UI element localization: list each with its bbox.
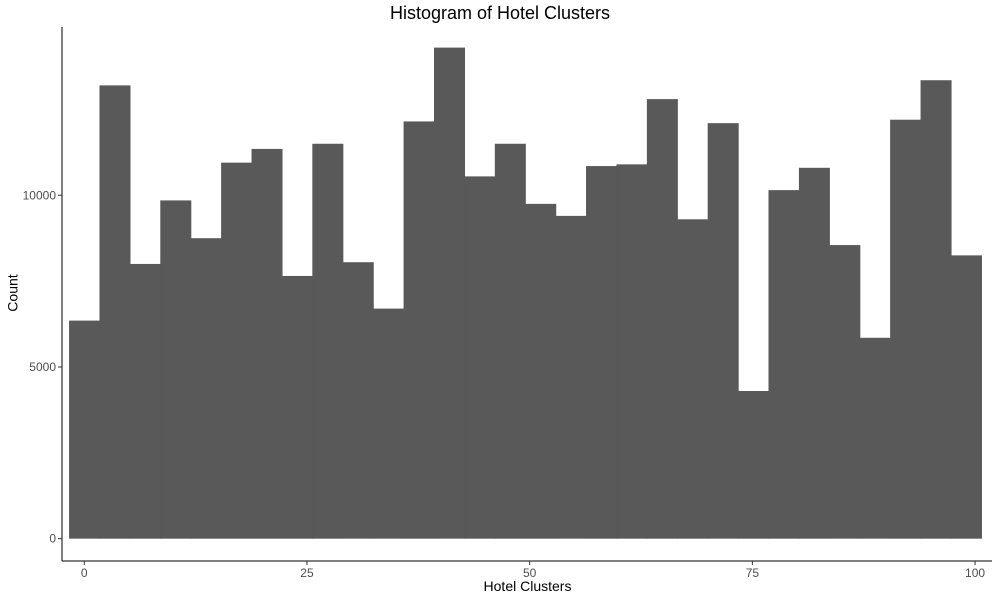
x-axis-title: Hotel Clusters	[483, 578, 572, 594]
y-tick-label: 0	[49, 532, 56, 546]
histogram-bar	[251, 148, 283, 539]
histogram-bar	[950, 255, 982, 539]
x-tick-label: 100	[965, 566, 985, 580]
x-ticks-group: 0 25 50 75 100	[81, 561, 985, 580]
histogram-bar	[464, 176, 496, 539]
chart-title: Histogram of Hotel Clusters	[389, 3, 611, 23]
histogram-bar	[890, 119, 922, 539]
histogram-bar	[646, 99, 678, 539]
histogram-bar	[829, 245, 861, 539]
histogram-bar	[99, 85, 131, 539]
x-tick-label: 25	[300, 566, 314, 580]
histogram-bar	[403, 121, 435, 539]
histogram-bar	[129, 263, 161, 539]
histogram-bar	[373, 308, 405, 539]
histogram-bar	[707, 123, 739, 539]
histogram-bar	[555, 215, 587, 539]
x-tick-label: 75	[746, 566, 760, 580]
y-tick-label: 5000	[29, 360, 56, 374]
histogram-bar	[920, 80, 952, 539]
histogram-bar	[221, 162, 253, 539]
histogram-bar	[616, 164, 648, 539]
histogram-bar	[798, 167, 830, 539]
histogram-bar	[190, 238, 222, 539]
histogram-bar	[494, 143, 526, 539]
y-tick-label: 10000	[23, 188, 57, 202]
x-tick-label: 0	[81, 566, 88, 580]
histogram-bar	[342, 262, 374, 539]
histogram-bar	[738, 391, 770, 539]
histogram-bar	[69, 320, 101, 539]
histogram-bar	[281, 275, 313, 539]
histogram-bar	[160, 200, 192, 539]
histogram-bar	[525, 203, 557, 539]
x-tick-label: 50	[523, 566, 537, 580]
histogram-bar	[312, 143, 344, 539]
y-ticks-group: 0 5000 10000	[23, 188, 62, 546]
histogram-bar	[859, 337, 891, 539]
histogram-bar	[433, 47, 465, 539]
bars-group	[69, 47, 982, 539]
histogram-bar	[586, 166, 618, 539]
histogram-bar	[768, 190, 800, 539]
histogram-bar	[677, 219, 709, 539]
